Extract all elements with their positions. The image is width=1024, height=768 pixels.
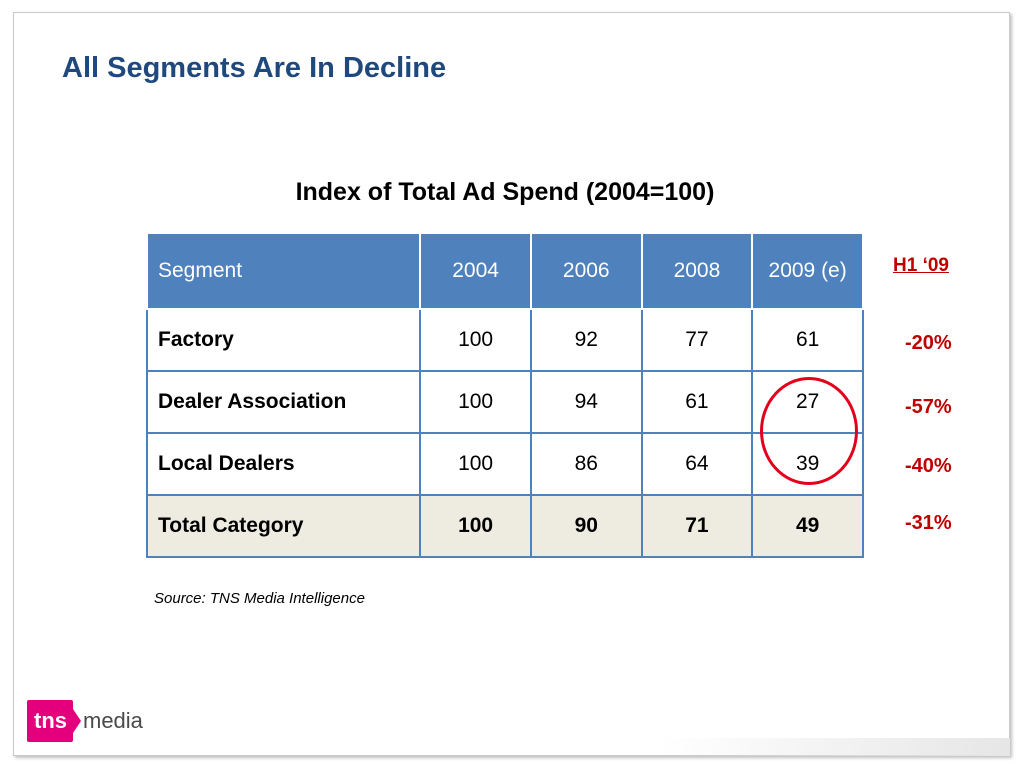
cell-value: 61 [640,370,754,434]
tns-media-logo: tns media [27,700,143,742]
table-row: Local Dealers 100 86 64 39 [145,432,864,496]
h1-change-factory: -20% [905,332,952,354]
h1-change-dealer-association: -57% [905,396,952,418]
cell-value: 71 [640,494,754,558]
cell-value: 92 [529,308,643,372]
row-label: Total Category [145,494,422,558]
table-row-total: Total Category 100 90 71 49 [145,494,864,558]
header-2006: 2006 [529,232,643,310]
frame-shadow-corner [660,738,1010,756]
cell-value: 64 [640,432,754,496]
cell-value: 49 [751,494,864,558]
row-label: Factory [145,308,422,372]
ad-spend-table: Segment 2004 2006 2008 2009 (e) Factory … [145,232,864,558]
logo-text: media [83,708,143,733]
cell-value: 77 [640,308,754,372]
table-title: Index of Total Ad Spend (2004=100) [295,178,715,206]
row-label: Local Dealers [145,432,422,496]
header-2008: 2008 [640,232,754,310]
header-2004: 2004 [419,232,532,310]
row-label: Dealer Association [145,370,422,434]
source-note: Source: TNS Media Intelligence [154,590,365,607]
header-segment: Segment [145,232,422,310]
cell-value: 100 [419,432,532,496]
cell-value: 61 [751,308,864,372]
tns-logo-mark: tns [27,700,81,742]
table-row: Factory 100 92 77 61 [145,308,864,372]
h1-09-label: H1 ‘09 [893,255,949,276]
cell-value: 100 [419,308,532,372]
cell-value: 86 [529,432,643,496]
header-2009e: 2009 (e) [751,232,864,310]
cell-value: 90 [529,494,643,558]
table-header-row: Segment 2004 2006 2008 2009 (e) [145,232,864,310]
cell-value: 100 [419,494,532,558]
h1-change-local-dealers: -40% [905,455,952,477]
cell-value: 100 [419,370,532,434]
h1-change-total-category: -31% [905,512,952,534]
cell-value: 94 [529,370,643,434]
highlight-circle [760,377,858,485]
table-row: Dealer Association 100 94 61 27 [145,370,864,434]
slide-title: All Segments Are In Decline [62,52,447,84]
